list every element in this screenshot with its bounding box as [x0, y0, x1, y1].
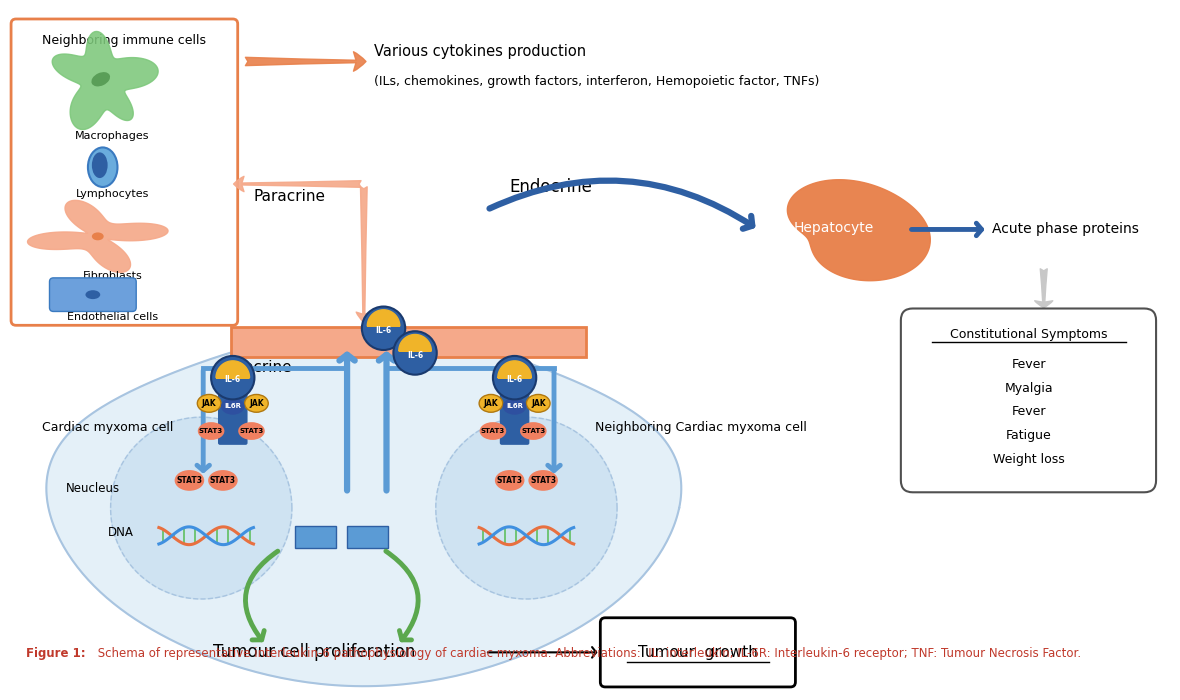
- Polygon shape: [111, 417, 291, 599]
- Text: STAT3: STAT3: [210, 476, 236, 485]
- Polygon shape: [399, 335, 432, 351]
- Text: Fatigue: Fatigue: [1007, 429, 1051, 442]
- Ellipse shape: [92, 232, 104, 240]
- Text: JAK: JAK: [202, 399, 216, 408]
- FancyBboxPatch shape: [347, 526, 388, 547]
- Text: Fibroblasts: Fibroblasts: [83, 271, 143, 281]
- Text: Cardiac myxoma cell: Cardiac myxoma cell: [41, 421, 173, 433]
- Ellipse shape: [479, 395, 503, 412]
- Text: STAT3: STAT3: [240, 428, 263, 434]
- Circle shape: [393, 331, 437, 374]
- Text: JAK: JAK: [249, 399, 264, 408]
- Circle shape: [493, 356, 536, 400]
- Text: STAT3: STAT3: [480, 428, 505, 434]
- Text: STAT3: STAT3: [530, 476, 556, 485]
- Text: Neighboring Cardiac myxoma cell: Neighboring Cardiac myxoma cell: [596, 421, 807, 433]
- Text: Hepatocyte: Hepatocyte: [794, 221, 874, 235]
- Text: Schema of representative interleukin-6 pathophysiology of cardiac myxoma. Abbrev: Schema of representative interleukin-6 p…: [94, 648, 1082, 661]
- Ellipse shape: [221, 398, 244, 414]
- Text: Autocrine: Autocrine: [218, 360, 293, 375]
- Text: Constitutional Symptoms: Constitutional Symptoms: [950, 328, 1108, 342]
- Text: IL-6: IL-6: [407, 351, 424, 360]
- Ellipse shape: [503, 398, 526, 414]
- Polygon shape: [498, 361, 531, 378]
- Ellipse shape: [244, 395, 268, 412]
- Ellipse shape: [479, 422, 506, 440]
- Text: Weight loss: Weight loss: [994, 453, 1064, 466]
- Text: IL6R: IL6R: [506, 403, 523, 410]
- Polygon shape: [27, 200, 168, 272]
- Circle shape: [362, 307, 405, 350]
- FancyBboxPatch shape: [218, 384, 248, 445]
- FancyBboxPatch shape: [11, 19, 237, 326]
- Text: Endocrine: Endocrine: [510, 178, 592, 196]
- Polygon shape: [787, 180, 930, 281]
- Text: STAT3: STAT3: [497, 476, 523, 485]
- Circle shape: [211, 356, 255, 400]
- Text: Neucleus: Neucleus: [66, 482, 120, 495]
- Text: IL6R: IL6R: [224, 403, 241, 410]
- Text: STAT3: STAT3: [177, 476, 203, 485]
- Text: Fever: Fever: [1011, 358, 1047, 371]
- Text: DNA: DNA: [107, 526, 133, 539]
- FancyBboxPatch shape: [295, 526, 336, 547]
- FancyBboxPatch shape: [900, 309, 1156, 492]
- FancyArrow shape: [231, 328, 585, 357]
- Text: STAT3: STAT3: [522, 428, 545, 434]
- Text: Various cytokines production: Various cytokines production: [374, 43, 585, 59]
- Ellipse shape: [91, 72, 110, 86]
- Ellipse shape: [526, 395, 550, 412]
- Text: Acute phase proteins: Acute phase proteins: [991, 223, 1139, 237]
- Text: Macrophages: Macrophages: [76, 131, 150, 141]
- Text: IL-6: IL-6: [375, 326, 392, 335]
- FancyBboxPatch shape: [601, 618, 795, 687]
- Text: (ILs, chemokines, growth factors, interferon, Hemopoietic factor, TNFs): (ILs, chemokines, growth factors, interf…: [374, 76, 819, 88]
- Ellipse shape: [85, 290, 100, 299]
- Text: Tumour  growth: Tumour growth: [638, 645, 758, 660]
- Ellipse shape: [520, 422, 546, 440]
- Text: Neighboring immune cells: Neighboring immune cells: [42, 34, 206, 47]
- Polygon shape: [435, 417, 617, 599]
- Text: Tumour cell proliferation: Tumour cell proliferation: [214, 643, 415, 662]
- Ellipse shape: [529, 470, 558, 491]
- Polygon shape: [216, 361, 249, 378]
- Text: IL-6: IL-6: [224, 375, 241, 384]
- Text: JAK: JAK: [531, 399, 545, 408]
- Text: Myalgia: Myalgia: [1004, 382, 1054, 395]
- Ellipse shape: [88, 148, 118, 187]
- Text: IL-6: IL-6: [506, 375, 523, 384]
- Text: JAK: JAK: [484, 399, 498, 408]
- Text: Figure 1:: Figure 1:: [26, 648, 86, 661]
- Ellipse shape: [175, 470, 204, 491]
- Ellipse shape: [238, 422, 264, 440]
- FancyBboxPatch shape: [500, 384, 530, 445]
- Polygon shape: [46, 330, 681, 686]
- Text: Fever: Fever: [1011, 405, 1047, 419]
- Text: STAT3: STAT3: [199, 428, 223, 434]
- Polygon shape: [52, 32, 158, 130]
- Ellipse shape: [197, 395, 221, 412]
- Ellipse shape: [92, 153, 107, 178]
- Ellipse shape: [494, 470, 524, 491]
- Ellipse shape: [198, 422, 224, 440]
- Text: Paracrine: Paracrine: [254, 189, 326, 204]
- FancyBboxPatch shape: [50, 278, 136, 312]
- Ellipse shape: [208, 470, 237, 491]
- Text: Lymphocytes: Lymphocytes: [76, 189, 149, 199]
- Polygon shape: [367, 310, 400, 326]
- Text: Endothelial cells: Endothelial cells: [67, 312, 158, 323]
